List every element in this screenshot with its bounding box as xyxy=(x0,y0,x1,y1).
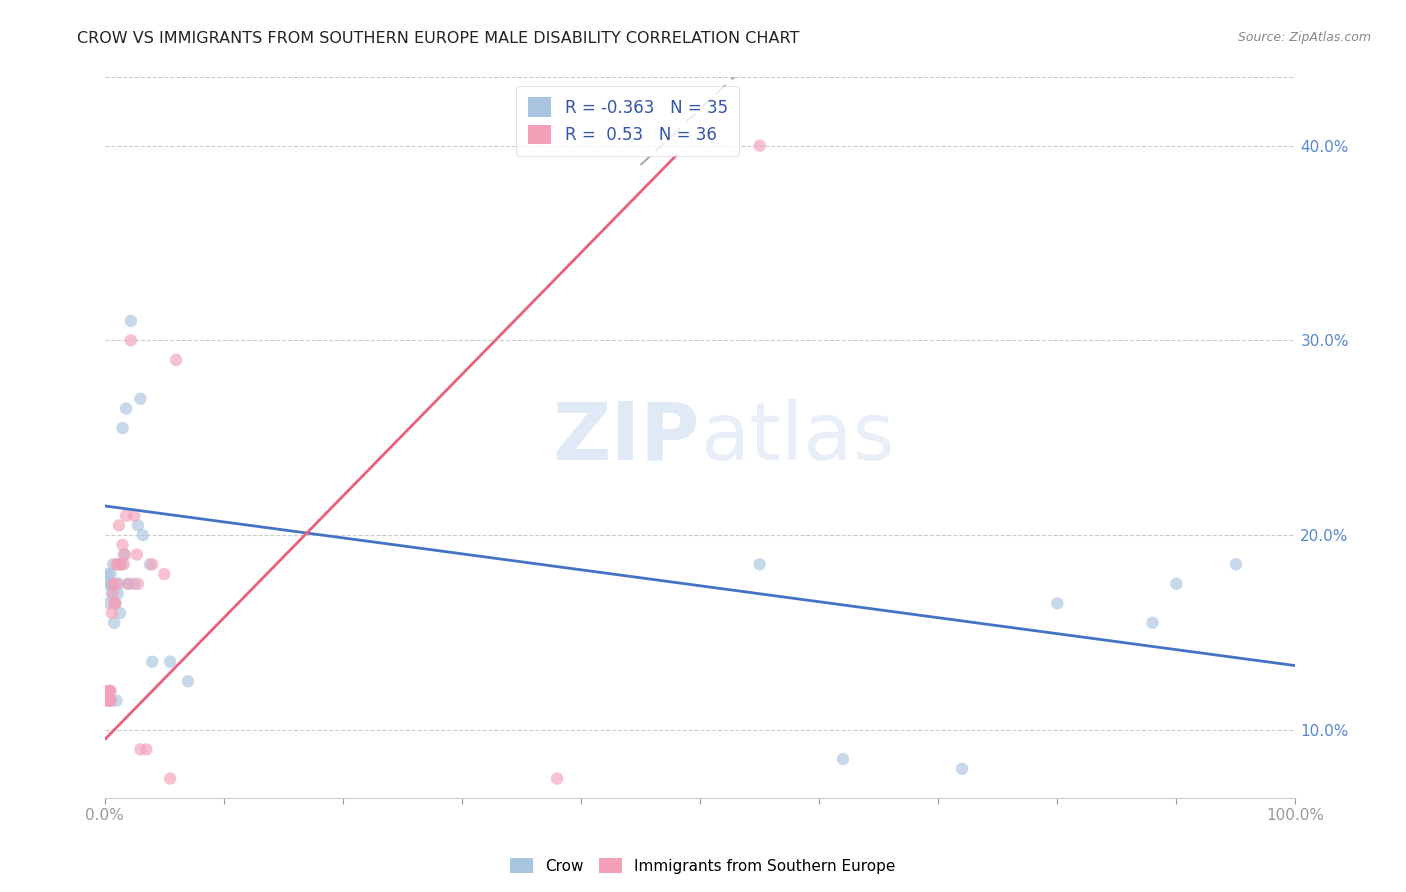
Point xyxy=(1046,596,1069,610)
Point xyxy=(141,558,163,572)
Point xyxy=(127,518,149,533)
Point xyxy=(124,577,146,591)
Point xyxy=(115,401,138,416)
Point xyxy=(103,615,125,630)
Point xyxy=(98,596,121,610)
Point xyxy=(139,558,162,572)
Point xyxy=(1225,558,1247,572)
Point xyxy=(125,548,148,562)
Point xyxy=(120,334,142,348)
Point xyxy=(108,518,131,533)
Point xyxy=(98,684,121,698)
Point xyxy=(832,752,855,766)
Point xyxy=(112,548,135,562)
Point xyxy=(110,558,132,572)
Point xyxy=(127,577,149,591)
Point xyxy=(111,421,134,435)
Text: ZIP: ZIP xyxy=(553,399,700,476)
Point xyxy=(112,558,135,572)
Point xyxy=(104,596,127,610)
Text: atlas: atlas xyxy=(700,399,894,476)
Point xyxy=(117,577,139,591)
Point xyxy=(111,538,134,552)
Point xyxy=(132,528,155,542)
Point xyxy=(101,586,124,600)
Point xyxy=(1142,615,1164,630)
Point xyxy=(159,772,181,786)
Point xyxy=(100,694,122,708)
Point xyxy=(108,558,131,572)
Text: CROW VS IMMIGRANTS FROM SOUTHERN EUROPE MALE DISABILITY CORRELATION CHART: CROW VS IMMIGRANTS FROM SOUTHERN EUROPE … xyxy=(77,31,800,46)
Point xyxy=(96,694,118,708)
Point xyxy=(159,655,181,669)
Point xyxy=(94,684,117,698)
Point xyxy=(101,586,124,600)
Point xyxy=(129,392,152,406)
Point xyxy=(103,596,125,610)
Point xyxy=(165,352,187,367)
Point xyxy=(114,548,136,562)
Point xyxy=(100,684,122,698)
Point xyxy=(108,577,131,591)
Point xyxy=(115,508,138,523)
Point xyxy=(120,314,142,328)
Point xyxy=(950,762,973,776)
Point xyxy=(117,577,139,591)
Point xyxy=(129,742,152,756)
Point xyxy=(105,558,128,572)
Point xyxy=(124,508,146,523)
Point xyxy=(101,606,124,620)
Point xyxy=(97,694,120,708)
Point xyxy=(108,606,131,620)
Point xyxy=(100,694,122,708)
Point xyxy=(141,655,163,669)
Text: Source: ZipAtlas.com: Source: ZipAtlas.com xyxy=(1237,31,1371,45)
Point xyxy=(107,558,129,572)
Point xyxy=(101,577,124,591)
Point xyxy=(105,577,128,591)
Point xyxy=(101,577,124,591)
Point xyxy=(101,558,124,572)
Point xyxy=(1166,577,1188,591)
Point xyxy=(100,577,122,591)
Point xyxy=(107,586,129,600)
Point xyxy=(97,567,120,582)
Point xyxy=(153,567,176,582)
Point xyxy=(104,596,127,610)
Point xyxy=(177,674,200,689)
Legend: R = -0.363   N = 35, R =  0.53   N = 36: R = -0.363 N = 35, R = 0.53 N = 36 xyxy=(516,86,740,156)
Point xyxy=(105,694,128,708)
Legend: Crow, Immigrants from Southern Europe: Crow, Immigrants from Southern Europe xyxy=(505,852,901,880)
Point xyxy=(748,138,770,153)
Point xyxy=(748,558,770,572)
Point xyxy=(135,742,157,756)
Point xyxy=(100,567,122,582)
Point xyxy=(97,694,120,708)
Point xyxy=(546,772,568,786)
Point xyxy=(98,684,121,698)
Point xyxy=(96,577,118,591)
